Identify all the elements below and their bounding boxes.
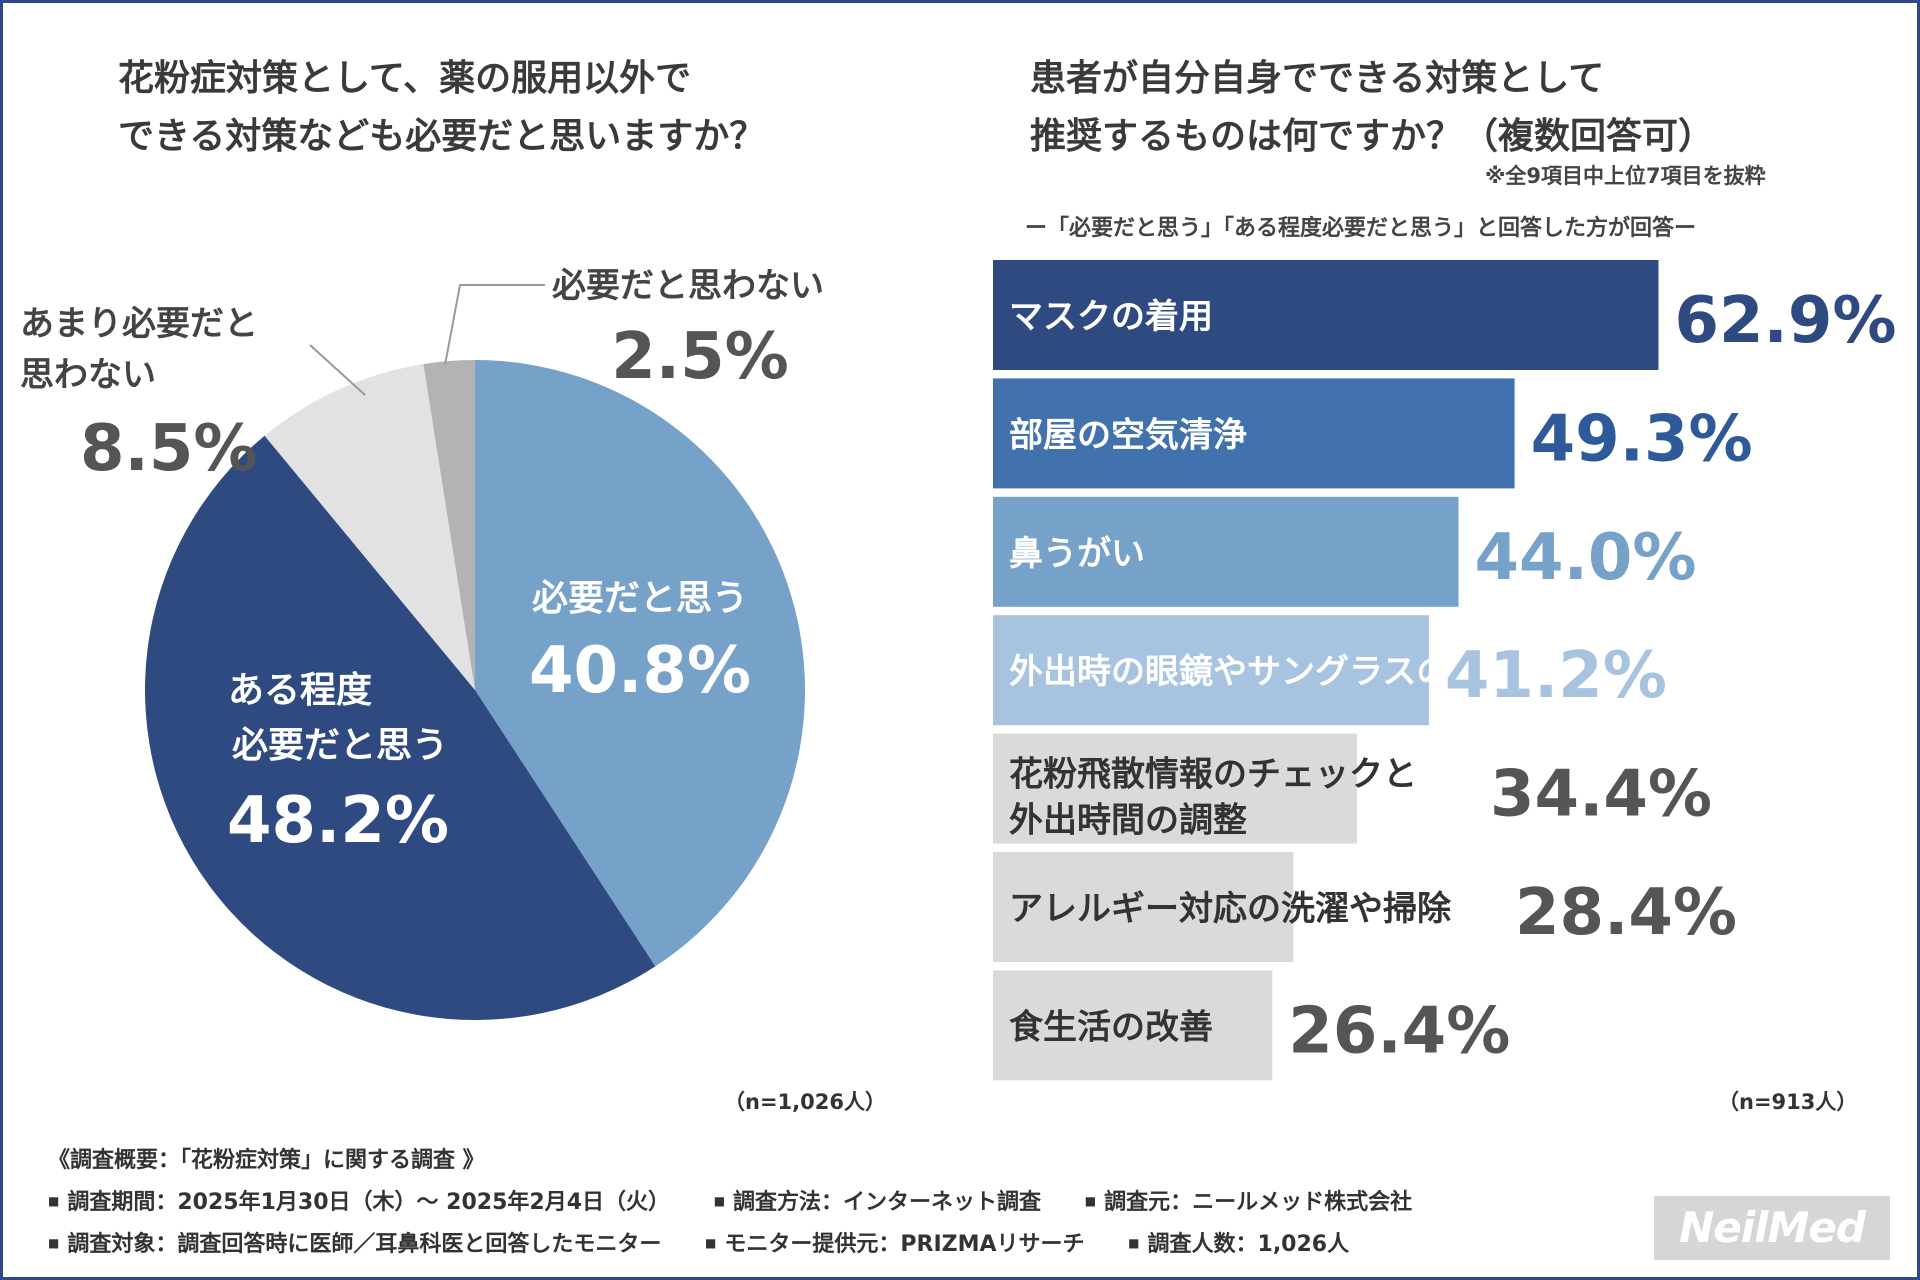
- pie-label-2-line2: 必要だと思う: [232, 725, 448, 766]
- bar-chart: マスクの着用 62.9% 部屋の空気清浄 49.3% 鼻うがい 44.0% 外出時の眼鏡やサ…: [993, 260, 1897, 1081]
- pie-value-3: 8.5%: [80, 412, 258, 486]
- bar-3: [993, 496, 1459, 607]
- bar-6: [993, 852, 1294, 962]
- bullet-icon: ■: [1084, 1194, 1097, 1208]
- bullet-icon: ■: [1128, 1236, 1140, 1250]
- pie-slice-4: [423, 360, 475, 690]
- bar-1: [993, 260, 1659, 370]
- pie-value-2: 48.2%: [227, 784, 449, 858]
- bar-value-6: 28.4%: [1515, 876, 1737, 950]
- pie-slice-3: [264, 364, 475, 690]
- pie-slice-1: [475, 360, 805, 967]
- left-chart-title: 花粉症対策として、薬の服用以外で できる対策なども必要だと思いますか？: [118, 50, 765, 166]
- bar-label-7: 食生活の改善: [1009, 1007, 1213, 1047]
- bar-label-3: 鼻うがい: [1009, 534, 1145, 574]
- bar-label-2: 部屋の空気清浄: [1009, 415, 1247, 455]
- bar-label-4: 外出時の眼鏡やサングラスの着用: [1009, 652, 1518, 692]
- bar-2: [993, 378, 1515, 489]
- survey-method: ■ 調査方法：インターネット調査: [713, 1190, 1042, 1215]
- bar-value-4: 41.2%: [1445, 639, 1667, 713]
- survey-line1: ■ 調査期間：2025年1月30日（木）～ 2025年2月4日（火） ■ 調査方法：…: [48, 1184, 1448, 1216]
- bullet-icon: ■: [705, 1236, 717, 1250]
- survey-period: ■ 調査期間：2025年1月30日（木）～ 2025年2月4日（火）: [48, 1190, 671, 1215]
- bullet-icon: ■: [48, 1236, 60, 1250]
- right-chart-title: 患者が自分自身でできる対策として 推奨するものは何ですか？（複数回答可）: [1030, 50, 1714, 166]
- bar-value-5: 34.4%: [1490, 758, 1712, 832]
- left-title-line2: できる対策なども必要だと思いますか？: [118, 116, 766, 157]
- survey-target: ■ 調査対象：調査回答時に医師／耳鼻科医と回答したモニター: [48, 1232, 662, 1257]
- bar-label-5-line1: 花粉飛散情報のチェックと: [1009, 755, 1417, 795]
- survey-title: 《調査概要：「花粉症対策」に関する調査 》: [48, 1148, 485, 1173]
- survey-count: ■ 調査人数：1,026人: [1128, 1232, 1350, 1257]
- bar-value-7: 26.4%: [1288, 994, 1510, 1068]
- pie-label-4: 必要だと思わない: [552, 266, 824, 306]
- bullet-icon: ■: [713, 1194, 726, 1208]
- bar-4: [993, 615, 1429, 726]
- respondent-note: ー「必要だと思う」「ある程度必要だと思う」と回答した方が回答ー: [1025, 216, 1697, 241]
- right-title-line1: 患者が自分自身でできる対策として: [1030, 58, 1605, 99]
- pie-leader-3: [309, 344, 366, 396]
- bar-value-3: 44.0%: [1475, 521, 1697, 595]
- survey-line2: ■ 調査対象：調査回答時に医師／耳鼻科医と回答したモニター ■ モニター提供元：PR…: [48, 1226, 1385, 1258]
- pie-sample-size: （n=1,026人）: [724, 1090, 886, 1114]
- bar-value-1: 62.9%: [1674, 284, 1896, 358]
- left-title-line1: 花粉症対策として、薬の服用以外で: [118, 58, 692, 99]
- right-title-line2: 推奨するものは何ですか？（複数回答可）: [1030, 116, 1715, 157]
- bar-value-2: 49.3%: [1531, 402, 1753, 476]
- survey-source: ■ 調査元：ニールメッド株式会社: [1084, 1190, 1413, 1215]
- pie-value-4: 2.5%: [611, 320, 789, 394]
- pie-slice-2: [145, 435, 656, 1020]
- bar-sample-size: （n=913人）: [1718, 1090, 1858, 1114]
- pie-label-2-line1: ある程度: [228, 670, 372, 711]
- neilmed-logo: NeilMed: [1654, 1196, 1890, 1260]
- survey-provider: ■ モニター提供元：PRIZMAリサーチ: [705, 1232, 1085, 1257]
- pie-leader-4: [444, 284, 545, 366]
- pie-label-3-line1: あまり必要だと: [20, 304, 258, 344]
- bar-label-5-line2: 外出時間の調整: [1009, 801, 1247, 841]
- pie-value-1: 40.8%: [529, 634, 751, 708]
- bar-7: [993, 970, 1273, 1081]
- bar-label-1: マスクの着用: [1009, 297, 1213, 337]
- bar-label-6: アレルギー対応の洗濯や掃除: [1009, 889, 1452, 929]
- selection-note: ※全9項目中上位7項目を抜粋: [1485, 164, 1766, 188]
- pie-chart: 必要だと思う40.8%ある程度必要だと思う48.2%あまり必要だと思わない8.5…: [20, 266, 824, 1020]
- pie-label-1: 必要だと思う: [532, 578, 748, 619]
- bar-5: [993, 733, 1357, 844]
- pie-label-3-line2: 思わない: [20, 355, 156, 395]
- bullet-icon: ■: [48, 1194, 60, 1208]
